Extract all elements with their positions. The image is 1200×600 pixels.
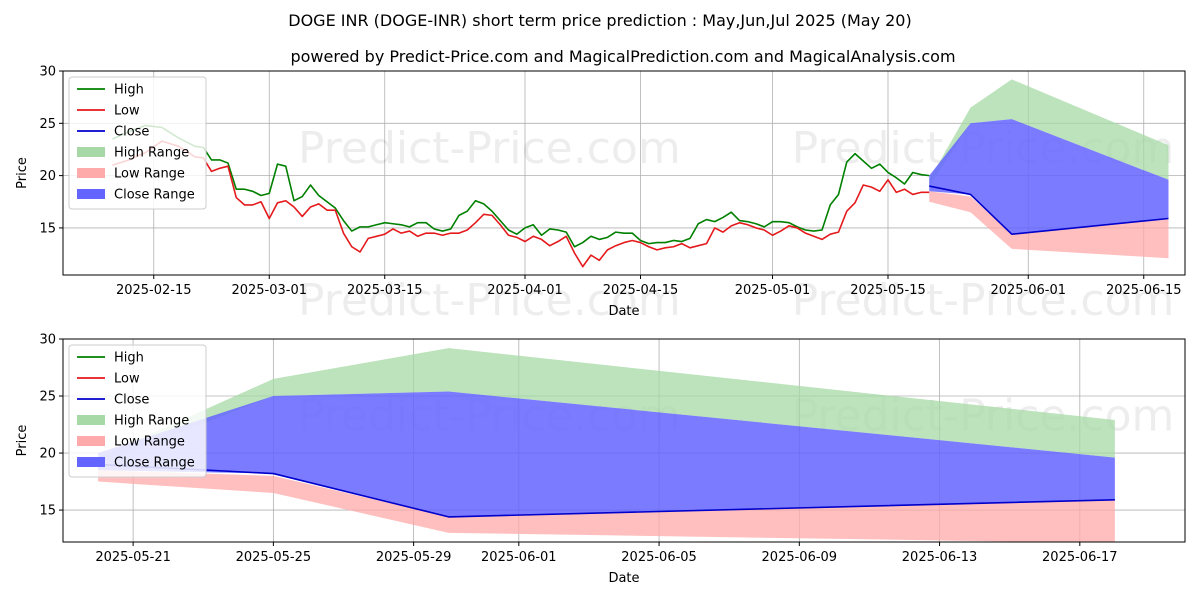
x-tick-label: 2025-06-17 — [1042, 550, 1118, 565]
axes-frame — [62, 338, 1186, 543]
x-tick-label: 2025-05-25 — [236, 550, 312, 565]
legend-patch-swatch — [77, 457, 105, 467]
legend-patch-swatch — [77, 168, 105, 178]
low-range-band — [929, 191, 1169, 259]
y-axis-label: Price — [15, 425, 30, 457]
y-tick-label: 30 — [39, 333, 56, 348]
high-series-line — [112, 124, 930, 248]
x-tick-label: 2025-03-01 — [231, 283, 307, 298]
legend-entry-label: Low — [114, 104, 140, 119]
plot-area — [112, 79, 1169, 268]
legend-entry-label: Close Range — [114, 456, 195, 471]
plot-area — [98, 348, 1115, 542]
legend-patch-swatch — [77, 436, 105, 446]
x-tick-label: 2025-06-01 — [990, 283, 1066, 298]
x-tick-label: 2025-06-05 — [621, 550, 697, 565]
x-tick-label: 2025-02-15 — [116, 283, 192, 298]
high-range-band — [929, 79, 1169, 187]
legend-patch-swatch — [77, 189, 105, 199]
x-axis-label: Date — [608, 304, 639, 319]
x-tick-label: 2025-05-29 — [376, 550, 452, 565]
chart-subtitle: powered by Predict-Price.com and Magical… — [290, 47, 955, 66]
legend-entry-label: Close Range — [114, 188, 195, 203]
chart-title: DOGE INR (DOGE-INR) short term price pre… — [288, 11, 911, 30]
x-tick-label: 2025-04-15 — [603, 283, 679, 298]
watermark-text: Predict-Price.com — [298, 123, 681, 174]
legend-entry-label: High — [114, 351, 144, 366]
x-tick-label: 2025-06-09 — [762, 550, 838, 565]
axes-frame — [62, 70, 1186, 276]
x-tick-label: 2025-05-15 — [850, 283, 926, 298]
close-range-band — [98, 391, 1115, 517]
watermark-text: Predict-Price.com — [792, 275, 1175, 326]
low-range-band — [98, 470, 1115, 542]
legend-entry-label: High Range — [114, 414, 189, 429]
top-panel-history-and-forecast: 15 20 25 30 2025-02-15 2025-03-01 2025-03-15 20… — [15, 65, 1186, 326]
x-tick-label: 2025-05-21 — [95, 550, 171, 565]
x-axis-label: Date — [608, 571, 639, 586]
x-tick-label: 2025-06-13 — [902, 550, 978, 565]
y-tick-label: 20 — [39, 447, 56, 462]
legend-patch-swatch — [77, 415, 105, 425]
legend-entry-label: Low Range — [114, 435, 185, 450]
legend-entry-label: High — [114, 83, 144, 98]
low-series-line — [112, 140, 930, 268]
x-tick-label: 2025-03-15 — [347, 283, 423, 298]
high-range-band — [98, 348, 1115, 465]
y-tick-label: 30 — [39, 65, 56, 80]
x-tick-label: 2025-04-01 — [487, 283, 563, 298]
y-tick-label: 25 — [39, 117, 56, 132]
close-range-band — [929, 119, 1169, 235]
y-tick-label: 20 — [39, 169, 56, 184]
legend-entry-label: High Range — [114, 146, 189, 161]
y-tick-label: 25 — [39, 390, 56, 405]
legend-entry-label: Close — [114, 393, 149, 408]
close-forecast-line — [929, 185, 1169, 235]
bottom-panel-forecast-zoom: 15 20 25 30 2025-05-21 2025-05-25 2025-05-29 20… — [15, 333, 1186, 586]
x-tick-label: 2025-05-01 — [735, 283, 811, 298]
y-axis-label: Price — [15, 157, 30, 189]
legend-entry-label: Low Range — [114, 167, 185, 182]
watermark-text: Predict-Price.com — [298, 275, 681, 326]
y-tick-label: 15 — [39, 504, 56, 519]
legend-entry-label: Close — [114, 125, 149, 140]
legend-entry-label: Low — [114, 372, 140, 387]
x-tick-label: 2025-06-01 — [481, 550, 557, 565]
x-tick-label: 2025-06-15 — [1106, 283, 1182, 298]
legend-patch-swatch — [77, 147, 105, 157]
y-tick-label: 15 — [39, 221, 56, 236]
